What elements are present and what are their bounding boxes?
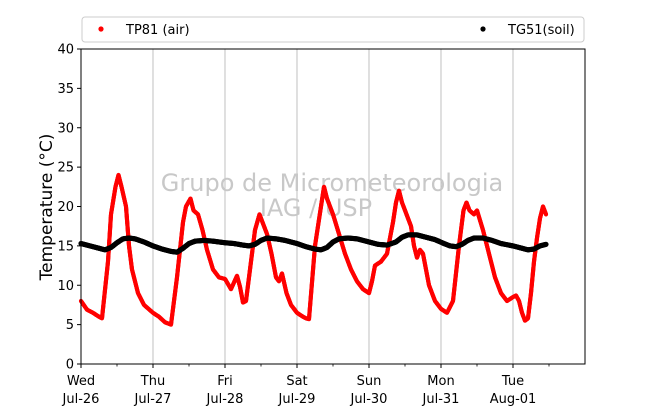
data-point	[543, 241, 549, 247]
y-tick-label: 0	[66, 358, 74, 373]
legend-marker-air	[98, 26, 104, 32]
x-tick-label-date: Jul-31	[422, 392, 460, 407]
y-tick-label: 25	[57, 161, 74, 176]
x-axis-ticks: Wed Jul-26 Thu Jul-27 Fri Jul-28 Sat Jul-29 Sun J…	[62, 364, 550, 407]
x-tick-label-day: Fri	[217, 374, 233, 389]
y-tick-label: 20	[57, 200, 74, 215]
series-air	[78, 172, 549, 327]
y-axis-label: Temperature (°C)	[37, 134, 57, 282]
legend-label-air: TP81 (air)	[125, 23, 190, 38]
y-axis-ticks: 0 5 10 15 20 25 30 35 40	[57, 43, 81, 373]
x-tick-label-day: Mon	[427, 374, 454, 389]
y-tick-label: 40	[57, 43, 74, 58]
x-tick-label-day: Sun	[357, 374, 382, 389]
y-tick-label: 30	[57, 121, 74, 136]
x-tick-label-date: Aug-01	[490, 392, 537, 407]
x-tick-label-date: Jul-29	[278, 392, 316, 407]
data-point	[543, 212, 549, 217]
watermark-line-1: Grupo de Micrometeorologia	[161, 169, 503, 197]
x-tick-label-day: Thu	[140, 374, 165, 389]
y-tick-label: 5	[66, 318, 74, 333]
legend[interactable]: TP81 (air) TG51(soil)	[81, 16, 585, 43]
y-tick-label: 10	[57, 279, 74, 294]
x-tick-label-day: Wed	[67, 374, 95, 389]
x-tick-label-date: Jul-28	[206, 392, 244, 407]
y-tick-label: 15	[57, 239, 74, 254]
legend-marker-soil	[480, 26, 486, 32]
x-tick-label-date: Jul-30	[350, 392, 388, 407]
data-series	[78, 172, 549, 327]
watermark-line-2: IAG / USP	[260, 194, 372, 222]
series-soil	[78, 232, 549, 255]
legend-box	[81, 16, 585, 43]
watermark: Grupo de Micrometeorologia IAG / USP	[161, 169, 503, 222]
y-tick-label: 35	[57, 82, 74, 97]
x-tick-label-date: Jul-26	[62, 392, 100, 407]
legend-label-soil: TG51(soil)	[507, 23, 575, 38]
x-tick-label-date: Jul-27	[134, 392, 172, 407]
vertical-grid	[152, 49, 514, 364]
x-tick-label-day: Sat	[286, 374, 307, 389]
x-tick-label-day: Tue	[501, 374, 524, 389]
